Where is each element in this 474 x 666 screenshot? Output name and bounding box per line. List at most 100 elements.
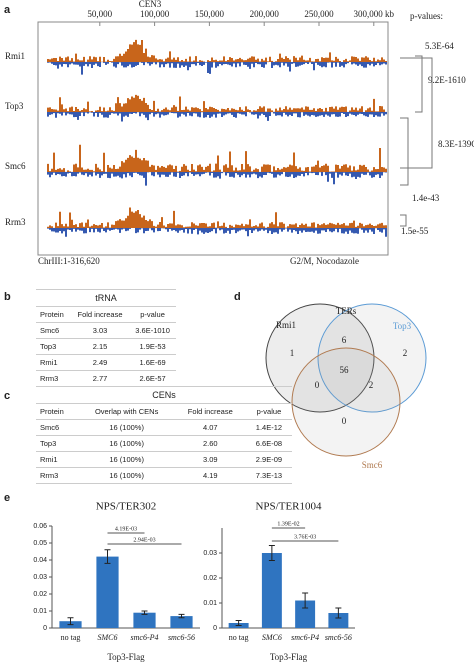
signal-up (47, 94, 387, 112)
bracket (415, 55, 423, 113)
venn: TERs Rmi1 Top3 Smc6 1 6 2 56 0 2 0 (265, 303, 427, 470)
condition-label: G2/M, Nocodazole (290, 256, 359, 266)
venn-circle (265, 303, 375, 413)
y-tick-label: 0.03 (203, 550, 217, 557)
x-tick-label: 50,000 (87, 9, 112, 19)
table-cell: Top3 (36, 338, 71, 355)
table-cell: 2.9E-09 (245, 451, 292, 468)
x-tick-label: smc6-P4 (291, 633, 319, 642)
table-cell: Top3 (36, 435, 79, 452)
bracket (400, 117, 409, 186)
significance-label: 2.94E-03 (133, 537, 155, 543)
table-cell: Rrm3 (36, 370, 71, 387)
y-tick-label: 0.01 (203, 600, 217, 607)
table-cell: tRNA (36, 289, 176, 307)
signal-down (47, 228, 387, 237)
comparison-brackets (400, 55, 433, 227)
x-tick-label: no tag (229, 633, 249, 642)
y-tick-label: 0 (43, 625, 47, 632)
panel-label: e (4, 492, 10, 504)
error-bar (235, 620, 242, 626)
panel-label: c (4, 390, 10, 402)
table-row: Rrm3 16 (100%) 4.19 7.3E-13 (36, 467, 292, 484)
pvalues-title: p-values: (410, 11, 443, 21)
table: CENs Protein Overlap with CENs Fold increas… (36, 386, 292, 484)
signal-down (47, 62, 387, 75)
table-cell: CENs (36, 386, 292, 404)
x-tick-label: smc6-56 (325, 633, 352, 642)
table-cell: Rrm3 (36, 467, 79, 484)
x-tick-label: SMC6 (262, 633, 282, 642)
region-label: ChrIII:1-316,620 (38, 256, 100, 266)
x-tick-label: 250,000 (304, 9, 334, 19)
table-cell: p-value (245, 403, 292, 420)
table-cell: Smc6 (36, 419, 79, 436)
error-bar (335, 607, 342, 619)
venn-set: TERs (336, 306, 357, 316)
table-cell: 16 (100%) (78, 419, 175, 436)
table-cell: 1.4E-12 (245, 419, 292, 436)
table-title: CENs (36, 386, 292, 404)
table-cell: 3.03 (70, 322, 130, 339)
x-axis-label: Top3-Flag (270, 652, 308, 662)
panel-label: d (234, 291, 241, 303)
x-tick-label: smc6-P4 (131, 633, 159, 642)
y-tick-label: 0.04 (33, 557, 47, 564)
track-label: Top3 (5, 101, 24, 111)
table: tRNA Protein Fold increase p-value Smc6 3.03 3… (36, 289, 176, 387)
error-bar (302, 592, 309, 609)
table-row: Top3 2.15 1.9E-53 (36, 338, 176, 355)
table-cell: 3.09 (174, 451, 246, 468)
track-label: Rmi1 (5, 51, 25, 61)
x-tick-label: smc6-56 (168, 633, 195, 642)
pvalue: 5.3E-64 (425, 41, 454, 51)
x-tick-label: 200,000 (250, 9, 280, 19)
table-cell: 2.77 (70, 370, 130, 387)
venn-count: 56 (340, 365, 350, 375)
table-cell: 6.6E-08 (245, 435, 292, 452)
table-cell: 2.49 (70, 354, 130, 371)
table-cell: 4.19 (174, 467, 246, 484)
table-row: Rmi1 2.49 1.6E-69 (36, 354, 176, 371)
bar (133, 612, 156, 628)
significance-label: 3.76E-03 (294, 534, 316, 540)
table-cell: Smc6 (36, 322, 71, 339)
bar (261, 553, 282, 628)
table-header: Protein Overlap with CENs Fold increase p-v… (36, 403, 292, 420)
y-tick-label: 0.03 (33, 574, 47, 581)
bracket (400, 214, 407, 227)
pvalue: 1.4e-43 (412, 193, 440, 203)
table-cell: 2.6E-57 (129, 370, 176, 387)
bar (328, 613, 349, 628)
x-tick-label: 100,000 (140, 9, 170, 19)
y-tick-label: 0.02 (33, 591, 47, 598)
signal-down (47, 172, 387, 186)
bar (170, 616, 193, 628)
signal-up (47, 39, 387, 62)
x-tick-label: 300,000 kb (354, 9, 395, 19)
table-cell: 16 (100%) (78, 467, 175, 484)
bar (96, 556, 119, 628)
table-cell: Protein (36, 306, 71, 323)
signal-up (47, 144, 387, 172)
table-cell: 7.3E-13 (245, 467, 292, 484)
y-tick-label: 0 (213, 625, 217, 632)
table-row: Top3 16 (100%) 2.60 6.6E-08 (36, 435, 292, 452)
y-tick-label: 0.02 (203, 575, 217, 582)
venn-set: Rmi1 (276, 320, 296, 330)
table-cell: 1.6E-69 (129, 354, 176, 371)
y-tick-label: 0.01 (33, 608, 47, 615)
venn-count: 0 (342, 416, 347, 426)
table-cell: 2.15 (70, 338, 130, 355)
table-cell: Overlap with CENs (78, 403, 175, 420)
venn-count: 0 (315, 380, 320, 390)
table-cell: 16 (100%) (78, 435, 175, 452)
bar (295, 600, 316, 628)
x-tick-label: 150,000 (195, 9, 225, 19)
table-header: Protein Fold increase p-value (36, 306, 176, 323)
x-axis-label: Top3-Flag (107, 652, 145, 662)
pvalue: 9.2E-1610 (428, 75, 466, 85)
x-tick-label: no tag (61, 633, 81, 642)
x-tick-label: SMC6 (98, 633, 118, 642)
